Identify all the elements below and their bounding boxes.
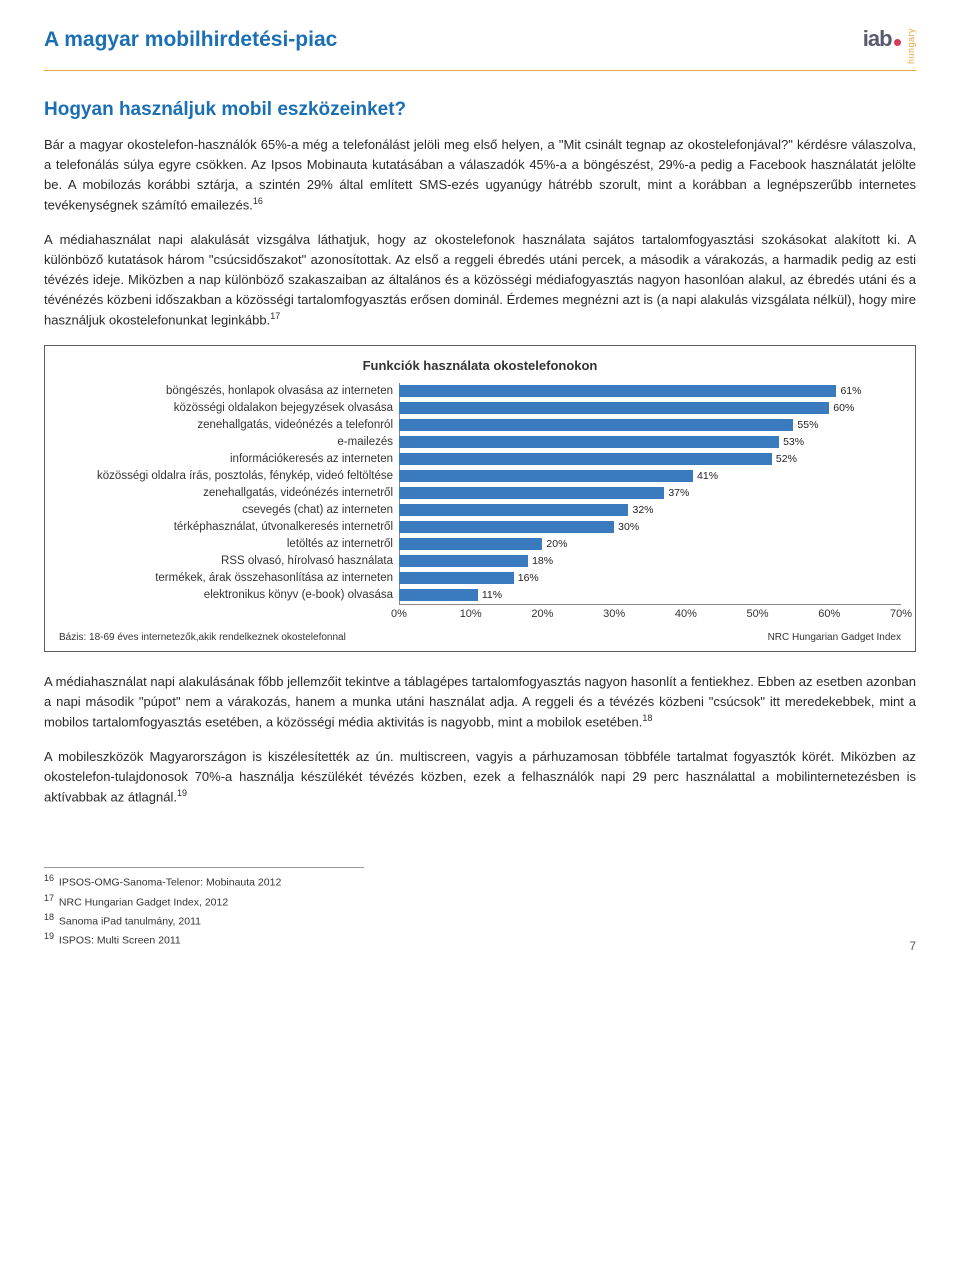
chart-bar-value: 61% [840,385,861,397]
chart-bar [399,504,628,516]
brand-dot-icon [894,39,901,46]
footnote-ref-19: 19 [177,788,187,798]
chart-bar [399,385,836,397]
chart-row-label: információkeresés az interneten [59,451,399,468]
chart-bar-row: 20% [399,536,901,553]
paragraph-1: Bár a magyar okostelefon-használók 65%-a… [44,135,916,216]
chart-bar-row: 32% [399,502,901,519]
brand-logo: iab hungary [863,28,916,64]
chart-bar-value: 52% [776,453,797,465]
chart-row-label: letöltés az internetről [59,536,399,553]
chart-bar [399,419,793,431]
chart-bar-row: 61% [399,383,901,400]
chart-bar [399,589,478,601]
chart-bar-row: 52% [399,451,901,468]
chart-row-label: zenehallgatás, videónézés internetről [59,485,399,502]
chart-x-tick: 60% [818,608,840,620]
chart-title: Funkciók használata okostelefonokon [59,358,901,373]
chart-bar [399,538,542,550]
footnote-row: 17 NRC Hungarian Gadget Index, 2012 [44,892,364,911]
chart-footer-right: NRC Hungarian Gadget Index [768,632,901,643]
chart-row-label: termékek, árak összehasonlítása az inter… [59,570,399,587]
chart-bar-row: 16% [399,570,901,587]
chart-bar [399,436,779,448]
paragraph-4: A mobileszközök Magyarországon is kiszél… [44,747,916,808]
chart-bar [399,555,528,567]
footnote-row: 19 ISPOS: Multi Screen 2011 [44,930,364,949]
chart-row-label: RSS olvasó, hírolvasó használata [59,553,399,570]
chart-y-labels: böngészés, honlapok olvasása az internet… [59,383,399,604]
paragraph-3: A médiahasználat napi alakulásának főbb … [44,672,916,733]
chart-row-label: közösségi oldalakon bejegyzések olvasása [59,400,399,417]
chart-row-label: közösségi oldalra írás, posztolás, fényk… [59,468,399,485]
chart-row-label: böngészés, honlapok olvasása az internet… [59,383,399,400]
page-header: A magyar mobilhirdetési-piac iab hungary [44,28,916,71]
chart-bar-value: 18% [532,555,553,567]
chart-bar-value: 53% [783,436,804,448]
chart-bar [399,402,829,414]
chart-row-label: e-mailezés [59,434,399,451]
chart-bar-row: 41% [399,468,901,485]
chart-bar-row: 53% [399,434,901,451]
chart-bar-row: 11% [399,587,901,604]
chart-row-label: elektronikus könyv (e-book) olvasása [59,587,399,604]
chart-bar-row: 18% [399,553,901,570]
chart-x-tick: 10% [460,608,482,620]
chart-bar-value: 55% [797,419,818,431]
footnote-ref-16: 16 [253,196,263,206]
chart-row-label: csevegés (chat) az interneten [59,502,399,519]
chart-bar-row: 37% [399,485,901,502]
page-title: A magyar mobilhirdetési-piac [44,28,337,52]
chart-bar [399,487,664,499]
chart-bar-value: 20% [546,538,567,550]
chart-bar [399,453,772,465]
brand-subtext: hungary [907,28,916,64]
chart-row-label: zenehallgatás, videónézés a telefonról [59,417,399,434]
chart-x-tick: 0% [391,608,407,620]
chart-bar-row: 30% [399,519,901,536]
chart-x-tick: 40% [675,608,697,620]
chart-bar [399,470,693,482]
chart-plot-area: 61% 60% 55% 53% 52% 41% 37% 32% 30% 20% 18% 16% 11% [399,383,901,604]
chart-container: Funkciók használata okostelefonokon böng… [44,345,916,652]
chart-bar-value: 32% [632,504,653,516]
chart-footer-left: Bázis: 18-69 éves internetezők,akik rend… [59,632,346,643]
chart-bar-value: 11% [482,589,502,601]
chart-bar-value: 41% [697,470,718,482]
chart-bar-value: 16% [518,572,539,584]
chart-x-tick: 70% [890,608,912,620]
chart-x-axis: 0%10%20%30%40%50%60%70% [399,604,901,626]
footnote-row: 16 IPSOS-OMG-Sanoma-Telenor: Mobinauta 2… [44,872,364,891]
chart-row-label: térképhasználat, útvonalkeresés internet… [59,519,399,536]
chart-bar-row: 60% [399,400,901,417]
footnotes-block: 16 IPSOS-OMG-Sanoma-Telenor: Mobinauta 2… [44,867,364,949]
chart-bar-value: 30% [618,521,639,533]
chart-bar-value: 60% [833,402,854,414]
chart-x-tick: 30% [603,608,625,620]
footnote-ref-18: 18 [642,713,652,723]
chart-bar-value: 37% [668,487,689,499]
brand-iab-text: iab [863,28,901,50]
page-number: 7 [909,939,916,953]
footnote-ref-17: 17 [270,311,280,321]
chart-bar-row: 55% [399,417,901,434]
chart-bar [399,521,614,533]
paragraph-2: A médiahasználat napi alakulását vizsgál… [44,230,916,331]
chart-x-tick: 20% [531,608,553,620]
footnote-row: 18 Sanoma iPad tanulmány, 2011 [44,911,364,930]
section-title: Hogyan használjuk mobil eszközeinket? [44,99,916,121]
chart-x-tick: 50% [747,608,769,620]
chart-bar [399,572,514,584]
